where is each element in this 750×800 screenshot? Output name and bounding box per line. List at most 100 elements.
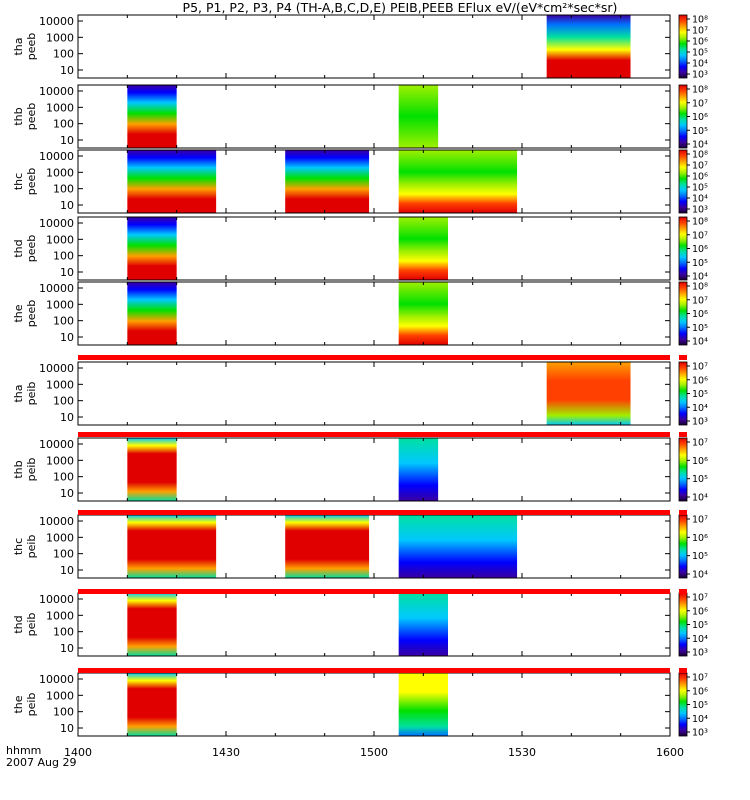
colorbar-tick-label: 10⁴	[692, 634, 708, 645]
colorbar-tick-label: 10⁶	[692, 533, 708, 544]
panel-separator	[679, 510, 687, 515]
panel-product-label: peeb	[25, 300, 38, 328]
y-tick-label: 10000	[39, 150, 74, 163]
panel-the-peeb: 10000 1000 100 10 the peeb 10⁸ 10⁷ 10⁶ 10⁵ 10⁴	[12, 281, 708, 348]
colorbar-tick-label: 10⁷	[692, 295, 708, 306]
data-segment	[398, 85, 439, 148]
panel-product-label: peeb	[25, 168, 38, 196]
colorbar-tick-label: 10⁶	[692, 172, 708, 183]
panel-thc-peib: 10000 1000 100 10 thc peib 10⁷ 10⁶ 10⁵ 10⁴	[12, 514, 708, 581]
data-segment	[398, 282, 448, 345]
colorbar	[678, 14, 688, 79]
data-segment	[398, 515, 518, 578]
data-segment	[546, 362, 631, 425]
y-tick-label: 10	[60, 487, 74, 500]
colorbar-tick-label: 10³	[692, 205, 708, 216]
y-tick-label: 1000	[46, 101, 74, 114]
colorbar	[678, 437, 688, 502]
panel-probe-label: the	[12, 304, 25, 322]
y-tick-label: 1000	[46, 166, 74, 179]
data-segment	[127, 438, 177, 501]
y-tick-label: 1000	[46, 298, 74, 311]
y-tick-label: 100	[53, 250, 74, 263]
data-segment	[398, 150, 518, 213]
colorbar-tick-label: 10⁶	[692, 456, 708, 467]
colorbar	[678, 149, 688, 214]
colorbar-tick-label: 10⁵	[692, 700, 708, 711]
colorbar-tick-label: 10⁴	[692, 714, 708, 725]
y-tick-label: 100	[53, 395, 74, 408]
y-tick-label: 1000	[46, 31, 74, 44]
y-tick-label: 10	[60, 134, 74, 147]
y-tick-label: 1000	[46, 233, 74, 246]
colorbar	[678, 592, 688, 657]
data-segment	[285, 150, 370, 213]
colorbar-tick-label: 10⁸	[692, 85, 708, 96]
y-tick-label: 10	[60, 411, 74, 424]
date-label: 2007 Aug 29	[6, 756, 77, 769]
panel-product-label: peib	[25, 613, 38, 637]
y-tick-label: 10000	[39, 85, 74, 98]
colorbar-tick-label: 10⁵	[692, 323, 708, 334]
panel-thd-peeb: 10000 1000 100 10 thd peeb 10⁸ 10⁷ 10⁶ 10⁵ 10⁴	[12, 216, 708, 283]
panel-thb-peeb: 10000 1000 100 10 thb peeb 10⁸ 10⁷ 10⁶ 10⁵ 10⁴	[12, 84, 708, 151]
colorbar-tick-label: 10⁸	[692, 217, 708, 228]
colorbar-tick-label: 10⁷	[692, 26, 708, 37]
panel-separator	[679, 432, 687, 437]
colorbar-tick-label: 10⁵	[692, 258, 708, 269]
y-tick-label: 10	[60, 642, 74, 655]
data-segment	[127, 217, 177, 280]
colorbar-tick-label: 10⁵	[692, 48, 708, 59]
panel-product-label: peib	[25, 535, 38, 559]
colorbar-tick-label: 10³	[692, 648, 708, 659]
colorbar-tick-label: 10⁷	[692, 230, 708, 241]
colorbar-tick-label: 10⁶	[692, 37, 708, 48]
y-tick-label: 1000	[46, 378, 74, 391]
colorbar-tick-label: 10⁶	[692, 375, 708, 386]
colorbar-tick-label: 10⁸	[692, 150, 708, 161]
colorbar-tick-label: 10⁴	[692, 140, 708, 151]
panel-probe-label: thd	[12, 615, 25, 633]
panel-separator	[78, 432, 670, 437]
panel-separator	[679, 668, 687, 673]
panel-product-label: peib	[25, 458, 38, 482]
panel-separator	[78, 589, 670, 594]
data-segment	[127, 593, 177, 656]
data-segment	[398, 217, 448, 280]
x-tick-label: 1600	[656, 746, 684, 759]
colorbar-tick-label: 10⁵	[692, 620, 708, 631]
y-tick-label: 100	[53, 706, 74, 719]
y-tick-label: 100	[53, 118, 74, 131]
colorbar-tick-label: 10⁷	[692, 515, 708, 526]
colorbar-tick-label: 10⁵	[692, 551, 708, 562]
colorbar-tick-label: 10⁶	[692, 606, 708, 617]
colorbar-tick-label: 10⁶	[692, 244, 708, 255]
colorbar-tick-label: 10⁷	[692, 362, 708, 373]
panel-probe-label: thc	[12, 173, 25, 190]
panel-product-label: peeb	[25, 235, 38, 263]
y-tick-label: 100	[53, 548, 74, 561]
y-tick-label: 10	[60, 266, 74, 279]
panel-product-label: peeb	[25, 103, 38, 131]
x-axis-unit-label: hhmm	[6, 744, 42, 757]
data-segment	[546, 15, 631, 78]
y-tick-label: 100	[53, 183, 74, 196]
colorbar-tick-label: 10⁵	[692, 389, 708, 400]
colorbar-tick-label: 10⁷	[692, 438, 708, 449]
panel-product-label: peeb	[25, 33, 38, 61]
panel-probe-label: thb	[12, 460, 25, 478]
y-tick-label: 10000	[39, 438, 74, 451]
panel-probe-label: the	[12, 695, 25, 713]
colorbar-tick-label: 10⁵	[692, 474, 708, 485]
panel-probe-label: tha	[12, 37, 25, 55]
colorbar-tick-label: 10⁶	[692, 112, 708, 123]
y-tick-label: 10000	[39, 15, 74, 28]
data-segment	[127, 85, 177, 148]
colorbar	[678, 281, 688, 346]
colorbar-tick-label: 10⁴	[692, 59, 708, 70]
x-tick-label: 1500	[360, 746, 388, 759]
y-tick-label: 10000	[39, 217, 74, 230]
colorbar-tick-label: 10³	[692, 417, 708, 428]
